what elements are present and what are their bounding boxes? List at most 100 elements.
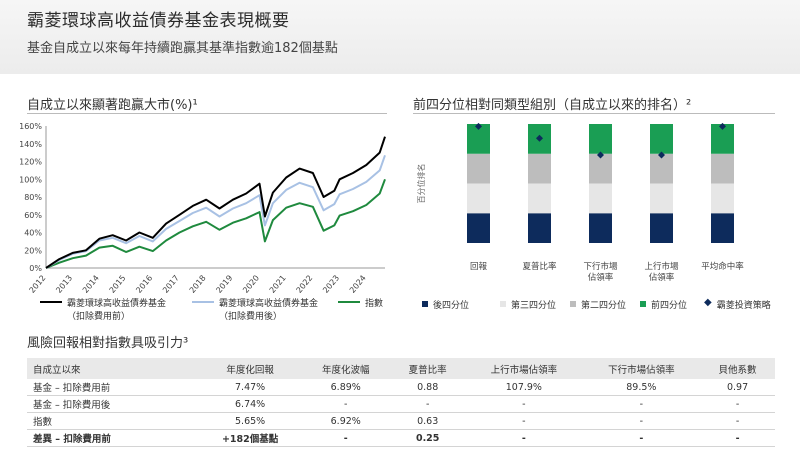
table-cell: -	[700, 395, 775, 413]
bar-chart-legend: 後四分位 第三四分位 第二四分位 前四分位 ◆ 霸菱投資策略	[422, 298, 782, 312]
table-row: 指數 5.65% 6.92% 0.63 - - -	[27, 412, 775, 430]
x-tick-label: 2022	[294, 274, 314, 293]
x-tick-label: 2021	[268, 274, 288, 293]
bar-segment-q4	[650, 213, 673, 243]
table-cell: 基金 – 扣除費用後	[27, 395, 199, 413]
bar-segment-q2	[650, 153, 673, 184]
table-cell: +182個基點	[199, 429, 302, 447]
legend-swatch-fund-gross	[40, 301, 62, 303]
bar-segment-q1	[589, 124, 612, 154]
strategy-marker	[475, 122, 482, 130]
table-cell: 0.88	[390, 379, 466, 396]
line-chart-title-underline	[27, 113, 387, 114]
table-cell: -	[465, 429, 583, 447]
table-cell: 0.97	[700, 379, 775, 396]
metrics-table: 自成立以來 年度化回報 年度化波幅 夏普比率 上行市場佔領率 下行市場佔領率 貝…	[27, 358, 775, 447]
table-cell: 差異 – 扣除費用前	[27, 429, 199, 447]
y-tick-label: 160%	[19, 122, 42, 131]
table-cell: 0.63	[390, 412, 466, 430]
table-cell: -	[301, 429, 391, 447]
table-header-cell: 年度化回報	[199, 358, 302, 379]
table-header-cell: 貝他系數	[700, 358, 775, 379]
legend-swatch-q1	[640, 301, 646, 307]
table-header-row: 自成立以來 年度化回報 年度化波幅 夏普比率 上行市場佔領率 下行市場佔領率 貝…	[27, 358, 775, 379]
strategy-marker	[658, 151, 665, 159]
table-cell: -	[465, 412, 583, 430]
page-title: 霸菱環球高收益債券基金表現概要	[27, 11, 290, 31]
y-tick-label: 60%	[24, 211, 42, 220]
x-tick-label: 2020	[241, 274, 261, 293]
x-tick-label: 2017	[161, 274, 181, 293]
category-label: 佔領率	[588, 272, 614, 283]
bar-segment-q3	[589, 183, 612, 214]
bar-segment-q3	[467, 183, 490, 214]
table-cell: 5.65%	[199, 412, 302, 430]
y-tick-label: 120%	[19, 158, 42, 167]
bar-segment-q3	[650, 183, 673, 214]
bar-segment-q4	[589, 213, 612, 243]
legend-item-fund-gross: 霸菱環球高收益債券基金 （扣除費用前）	[40, 296, 166, 322]
legend-label-q3: 第三四分位	[511, 301, 557, 311]
bar-segment-q1	[711, 124, 734, 154]
table-row: 基金 – 扣除費用後 6.74% - - - - -	[27, 395, 775, 413]
legend-swatch-q3	[500, 301, 506, 307]
table-cell: -	[700, 429, 775, 447]
bar-chart-title-underline	[413, 113, 775, 114]
legend-item-fund-net: 霸菱環球高收益債券基金 （扣除費用後）	[192, 296, 318, 322]
bar-segment-q3	[528, 183, 551, 214]
table-header-cell: 下行市場佔領率	[582, 358, 701, 379]
legend-item-index: 指數	[338, 296, 383, 309]
legend-swatch-q4	[422, 301, 428, 307]
x-tick-label: 2016	[134, 274, 154, 293]
category-label: 平均命中率	[701, 261, 744, 272]
bar-segment-q2	[589, 153, 612, 184]
x-tick-label: 2023	[321, 274, 341, 293]
table-cell: 6.92%	[301, 412, 391, 430]
legend-item-q2: 第二四分位	[570, 298, 626, 311]
legend-item-q1: 前四分位	[640, 298, 687, 311]
table-cell: 6.74%	[199, 395, 302, 413]
legend-swatch-q2	[570, 301, 576, 307]
table-row: 基金 – 扣除費用前 7.47% 6.89% 0.88 107.9% 89.5%…	[27, 379, 775, 396]
legend-label-q4: 後四分位	[433, 301, 470, 311]
category-label: 下行市場	[583, 261, 618, 272]
category-label: 佔領率	[649, 272, 675, 283]
bar-segment-q2	[467, 153, 490, 184]
x-tick-label: 2015	[108, 274, 128, 293]
legend-item-q3: 第三四分位	[500, 298, 556, 311]
series-line-fund-gross	[45, 136, 386, 269]
strategy-marker	[719, 122, 726, 130]
x-tick-label: 2024	[348, 274, 368, 293]
table-header-cell: 自成立以來	[27, 358, 199, 379]
table-row: 差異 – 扣除費用前 +182個基點 - 0.25 - - -	[27, 429, 775, 447]
bar-segment-q4	[711, 213, 734, 243]
table-cell: 0.25	[390, 429, 466, 447]
table-cell: 89.5%	[582, 379, 701, 396]
legend-item-strategy: ◆ 霸菱投資策略	[704, 297, 771, 312]
table-cell: 107.9%	[465, 379, 583, 396]
y-tick-label: 140%	[19, 140, 42, 149]
legend-swatch-strategy: ◆	[704, 297, 712, 308]
table-cell: 基金 – 扣除費用前	[27, 379, 199, 396]
table-header-cell: 年度化波幅	[301, 358, 391, 379]
legend-label-fund-gross: 霸菱環球高收益債券基金 （扣除費用前）	[67, 299, 167, 322]
legend-item-q4: 後四分位	[422, 298, 469, 311]
line-chart-title: 自成立以來顯著跑贏大市(%)¹	[27, 98, 198, 113]
legend-swatch-fund-net	[192, 301, 214, 303]
header-band	[0, 0, 800, 74]
table-cell: -	[301, 395, 391, 413]
bar-segment-q1	[650, 124, 673, 154]
category-label: 上行市場	[644, 261, 679, 272]
category-label: 夏普比率	[522, 261, 557, 272]
bar-segment-q1	[467, 124, 490, 154]
legend-label-q2: 第二四分位	[581, 301, 627, 311]
legend-label-strategy: 霸菱投資策略	[716, 301, 771, 311]
y-tick-label: 80%	[24, 193, 42, 202]
bar-segment-q4	[467, 213, 490, 243]
legend-label-q1: 前四分位	[651, 301, 688, 311]
y-tick-label: 20%	[24, 246, 42, 255]
bar-segment-q2	[528, 153, 551, 184]
x-tick-label: 2018	[188, 274, 208, 293]
legend-label-fund-net: 霸菱環球高收益債券基金 （扣除費用後）	[219, 299, 319, 322]
